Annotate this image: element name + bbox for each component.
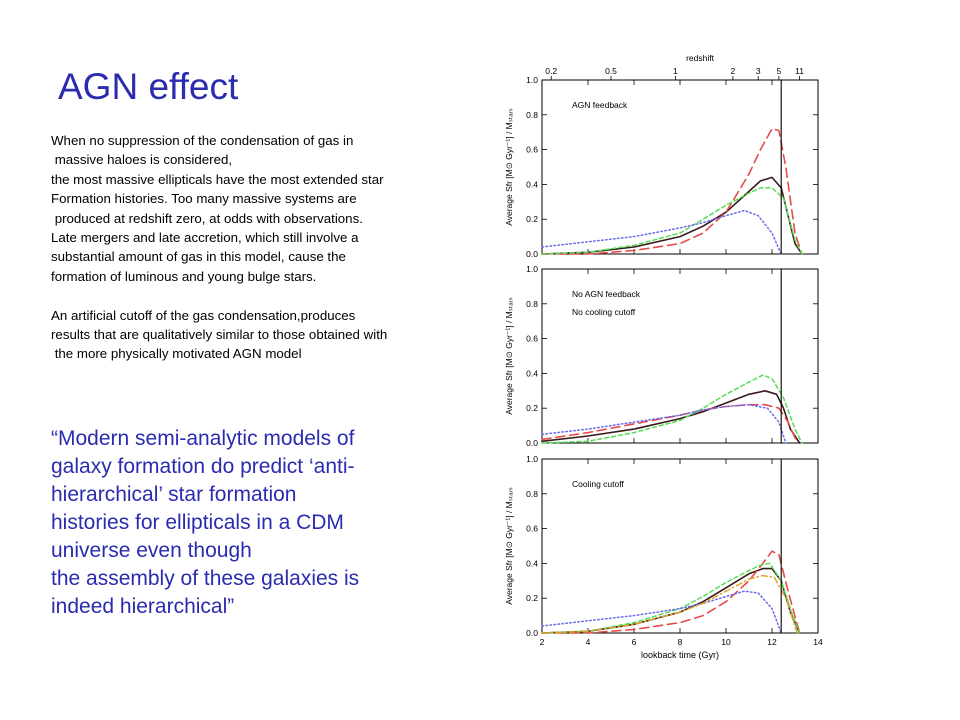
paragraph-2: An artificial cutoff of the gas condensa…	[51, 306, 471, 364]
body-text: When no suppression of the condensation …	[51, 131, 471, 364]
series-line-blue-dotted	[541, 590, 782, 634]
quote-line: histories for ellipticals in a CDM	[51, 511, 344, 534]
redshift-tick-label: 0.5	[605, 66, 617, 76]
y-tick-label: 0.0	[526, 438, 538, 448]
quote-line: the assembly of these galaxies is	[51, 567, 360, 590]
y-axis-label: Average Sfr [M⊙ Gyr⁻¹] / Mₛₜₐᵣₛ	[504, 297, 514, 415]
x-axis-label: lookback time (Gyr)	[641, 650, 719, 660]
y-tick-label: 0.4	[526, 558, 538, 568]
quote-line: universe even though	[51, 539, 252, 562]
x-tick-label: 2	[540, 637, 545, 647]
text-line: formation of luminous and young bulge st…	[51, 268, 317, 284]
series-line-green-dashed	[541, 562, 801, 634]
text-line: Late mergers and late accretion, which s…	[51, 230, 359, 246]
panel-label: No cooling cutoff	[572, 307, 636, 317]
redshift-tick-label: 5	[777, 66, 782, 76]
y-tick-label: 0.0	[526, 249, 538, 259]
panel-label: AGN feedback	[572, 100, 628, 110]
x-tick-label: 8	[678, 637, 683, 647]
redshift-tick-label: 3	[756, 66, 761, 76]
y-axis-label: Average Sfr [M⊙ Gyr⁻¹] / Mₛₜₐᵣₛ	[504, 108, 514, 226]
series-line-red-dashed	[541, 127, 803, 255]
redshift-tick-label: 2	[731, 66, 736, 76]
text-line: An artificial cutoff of the gas condensa…	[51, 307, 356, 323]
text-line: When no suppression of the condensation …	[51, 133, 354, 148]
series-line-solid	[541, 176, 803, 255]
text-line: massive haloes is considered,	[51, 152, 233, 168]
y-tick-label: 0.4	[526, 368, 538, 378]
y-tick-label: 0.6	[526, 145, 538, 155]
series-line-blue-dotted	[541, 403, 787, 444]
redshift-tick-label: 0.2	[545, 66, 557, 76]
y-tick-label: 1.0	[526, 264, 538, 274]
text-line: produced at redshift zero, at odds with …	[51, 210, 363, 226]
text-line: the most massive ellipticals have the mo…	[51, 171, 384, 187]
quote-line: “Modern semi-analytic models of	[51, 427, 355, 450]
text-line: substantial amount of gas in this model,…	[51, 249, 346, 265]
y-tick-label: 0.2	[526, 214, 538, 224]
text-line: Formation histories. Too many massive sy…	[51, 191, 357, 207]
sfr-figure: redshift 0.2 0.5 1 2 3 5 11 0.0 0.2 0.4 0.6 0.8 1.0 Av…	[480, 48, 860, 668]
quote-block: “Modern semi-analytic models of galaxy f…	[51, 425, 471, 621]
panel-label: Cooling cutoff	[572, 479, 624, 489]
y-tick-label: 1.0	[526, 454, 538, 464]
series-line-green-dashed	[541, 374, 803, 444]
series-line-blue-dotted	[541, 209, 782, 255]
y-axis-label: Average Sfr [M⊙ Gyr⁻¹] / Mₛₜₐᵣₛ	[504, 487, 514, 605]
x-tick-label: 4	[586, 637, 591, 647]
text-line: results that are qualitatively similar t…	[51, 327, 388, 343]
panel-label: No AGN feedback	[572, 289, 641, 299]
redshift-tick-label: 1	[673, 66, 678, 76]
y-tick-label: 0.6	[526, 334, 538, 344]
y-tick-label: 0.2	[526, 403, 538, 413]
y-tick-label: 0.8	[526, 299, 538, 309]
y-tick-label: 0.0	[526, 628, 538, 638]
quote-line: galaxy formation do predict ‘anti-	[51, 455, 355, 478]
text-line: the more physically motivated AGN model	[51, 346, 302, 362]
series-line-red-dashed	[541, 550, 801, 634]
paragraph-1: When no suppression of the condensation …	[51, 131, 471, 286]
x-tick-label: 12	[767, 637, 777, 647]
y-tick-label: 0.8	[526, 489, 538, 499]
redshift-axis-label: redshift	[686, 53, 715, 63]
x-tick-label: 10	[721, 637, 731, 647]
redshift-tick-label: 11	[795, 66, 804, 76]
x-tick-label: 6	[632, 637, 637, 647]
series-line-solid	[541, 389, 801, 444]
y-tick-label: 0.2	[526, 593, 538, 603]
series-line-orange-dashdot	[541, 574, 798, 634]
y-tick-label: 0.4	[526, 179, 538, 189]
quote-line: indeed hierarchical”	[51, 595, 235, 618]
y-tick-label: 0.8	[526, 110, 538, 120]
slide-title: AGN effect	[58, 66, 239, 107]
paragraph-gap	[51, 286, 471, 305]
y-tick-label: 0.6	[526, 524, 538, 534]
quote-line: hierarchical’ star formation	[51, 483, 297, 506]
series-line-green-dashed	[541, 187, 803, 255]
x-tick-label: 14	[813, 637, 823, 647]
y-tick-label: 1.0	[526, 75, 538, 85]
